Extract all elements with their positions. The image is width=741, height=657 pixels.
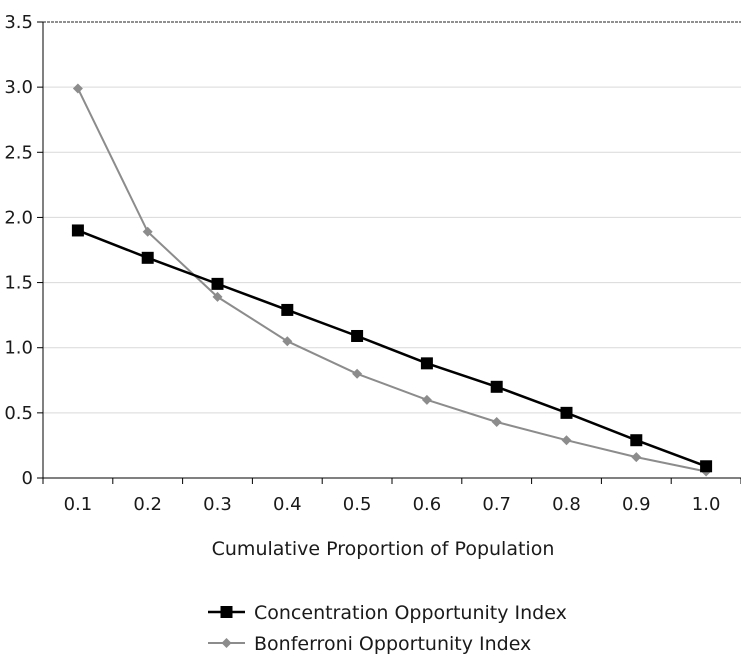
gridlines	[43, 21, 741, 414]
data-point-diamond	[221, 638, 232, 648]
series-line	[77, 229, 707, 468]
legend-item: Concentration Opportunity Index	[208, 602, 567, 624]
data-point-square	[211, 277, 224, 290]
legend-item: Bonferroni Opportunity Index	[208, 633, 531, 655]
data-point-square	[420, 357, 433, 370]
data-point-diamond	[561, 435, 572, 446]
data-point-square	[141, 251, 154, 264]
x-tick-label: 0.5	[343, 494, 372, 515]
x-tick-label: 0.6	[413, 494, 442, 515]
y-tick-label: 2.0	[4, 207, 33, 228]
y-tick-label: 0.5	[4, 403, 33, 424]
legend: Concentration Opportunity Index Bonferron…	[208, 602, 567, 655]
data-point-diamond	[352, 368, 363, 379]
data-point-square	[700, 460, 713, 473]
x-tick-label: 1.0	[692, 494, 721, 515]
data-point-diamond	[282, 336, 293, 347]
x-tick-label: 0.9	[622, 494, 651, 515]
y-tick-label: 2.5	[4, 142, 33, 163]
series-bonferroni	[72, 83, 712, 477]
y-tick-label: 0	[22, 468, 33, 489]
x-tick-label: 0.4	[273, 494, 302, 515]
data-point-diamond	[491, 416, 502, 427]
data-point-square	[220, 606, 233, 618]
data-point-square	[490, 380, 503, 393]
data-point-square	[281, 303, 294, 316]
data-point-square	[630, 434, 643, 447]
series-line	[77, 88, 707, 473]
x-tick-label: 0.8	[552, 494, 581, 515]
y-axis-ticks: 0 0.5 1.0 1.5 2.0 2.5 3.0 3.5	[4, 12, 43, 489]
x-axis-ticks: 0.1 0.2 0.3 0.4 0.5 0.6 0.7 0.8 0.9 1.0	[42, 478, 741, 515]
data-point-diamond	[142, 226, 153, 237]
y-tick-label: 3.5	[4, 12, 33, 33]
data-point-diamond	[631, 452, 642, 463]
x-axis-title: Cumulative Proportion of Population	[212, 538, 555, 560]
legend-label: Concentration Opportunity Index	[254, 602, 567, 624]
data-point-square	[560, 406, 573, 419]
axes	[42, 22, 741, 479]
data-point-square	[71, 224, 84, 237]
data-point-diamond	[421, 394, 432, 405]
x-tick-label: 0.3	[203, 494, 232, 515]
y-tick-label: 1.0	[4, 338, 33, 359]
y-tick-label: 1.5	[4, 273, 33, 294]
series-group	[71, 83, 713, 477]
data-point-diamond	[212, 291, 223, 302]
x-tick-label: 0.2	[133, 494, 162, 515]
data-point-square	[351, 329, 364, 342]
x-tick-label: 0.1	[64, 494, 93, 515]
x-tick-label: 0.7	[482, 494, 511, 515]
data-point-diamond	[72, 83, 83, 94]
y-tick-label: 3.0	[4, 77, 33, 98]
series-concentration	[71, 224, 713, 473]
legend-label: Bonferroni Opportunity Index	[254, 633, 531, 655]
